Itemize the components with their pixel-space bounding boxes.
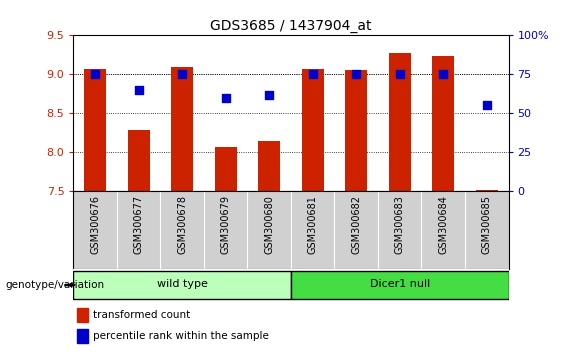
Text: GSM300683: GSM300683 [395,195,405,254]
Text: percentile rank within the sample: percentile rank within the sample [93,331,269,341]
Text: wild type: wild type [157,279,208,289]
Point [483,103,492,108]
Bar [128,130,150,191]
Bar [171,67,193,191]
Text: GSM300677: GSM300677 [134,195,144,254]
Point [351,72,361,77]
Point [396,72,405,77]
Title: GDS3685 / 1437904_at: GDS3685 / 1437904_at [210,19,372,33]
Text: GSM300678: GSM300678 [177,195,187,254]
Bar [77,329,88,343]
Bar [345,70,367,191]
Point [90,72,100,77]
Text: GSM300685: GSM300685 [482,195,492,254]
Text: GSM300684: GSM300684 [438,195,448,254]
Point [308,72,318,77]
Point [177,72,186,77]
Bar [84,69,106,191]
Text: GSM300676: GSM300676 [90,195,100,254]
Bar [476,190,498,191]
Bar [215,147,237,191]
Bar [302,69,324,191]
Point [438,72,447,77]
Point [264,92,274,97]
Text: GSM300679: GSM300679 [221,195,231,254]
Text: transformed count: transformed count [93,310,190,320]
Text: GSM300680: GSM300680 [264,195,274,254]
Bar [432,56,454,191]
Point [221,95,231,101]
Text: genotype/variation: genotype/variation [6,280,105,290]
Bar [258,141,280,191]
Bar [389,53,411,191]
Point [134,87,144,93]
Text: GSM300681: GSM300681 [308,195,318,254]
Bar [291,270,508,299]
Bar [77,308,88,322]
Text: Dicer1 null: Dicer1 null [370,279,430,289]
Text: GSM300682: GSM300682 [351,195,361,254]
Bar [73,270,291,299]
